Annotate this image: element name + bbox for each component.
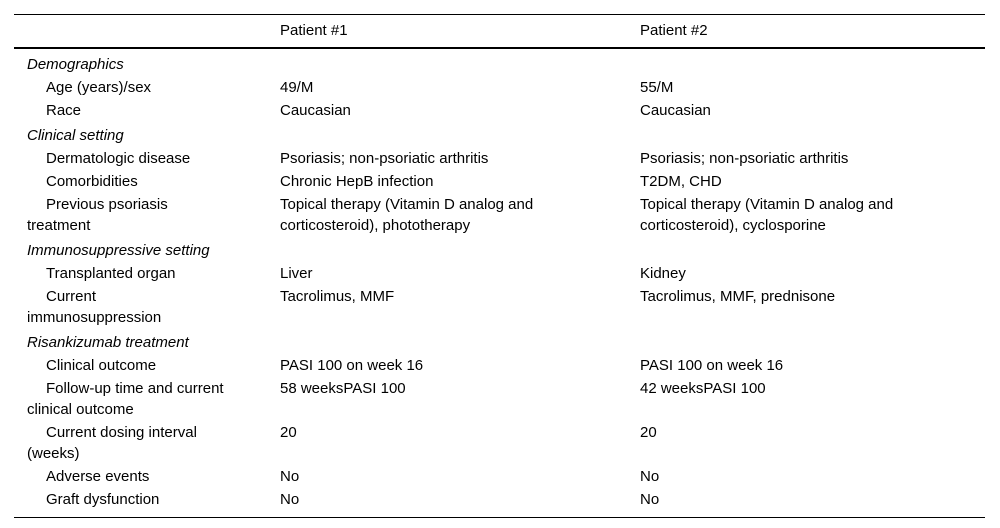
section-row: Demographics	[14, 48, 985, 76]
table-body: Demographics Age (years)/sex 49/M 55/M Race C…	[14, 48, 985, 518]
patient1-value: 20	[280, 424, 297, 441]
patient-comparison-table: Patient #1 Patient #2 Demographics Age (y…	[14, 14, 985, 518]
table-row: Comorbidities Chronic HepB infection T2DM,…	[14, 170, 985, 193]
patient2-value: Kidney	[640, 265, 686, 282]
row-label: Current dosing interval (weeks)	[27, 424, 197, 462]
table-row: Dermatologic disease Psoriasis; non-psori…	[14, 147, 985, 170]
section-row: Clinical setting	[14, 122, 985, 147]
row-label: Race	[46, 102, 82, 119]
section-row: Immunosuppressive setting	[14, 237, 985, 262]
patient1-value: Chronic HepB infection	[280, 173, 434, 190]
patient1-value: Topical therapy (Vitamin D analog and co…	[280, 196, 534, 234]
column-header-patient2: Patient #2	[640, 14, 985, 49]
table-row: Age (years)/sex 49/M 55/M	[14, 76, 985, 99]
patient2-value: No	[640, 468, 660, 485]
row-label: Transplanted organ	[46, 265, 176, 282]
table-row: Graft dysfunction No No	[14, 488, 985, 518]
column-header-empty	[14, 14, 280, 49]
row-label: Current immunosuppression	[27, 288, 162, 326]
row-label: Dermatologic disease	[46, 150, 191, 167]
patient2-value: Psoriasis; non-psoriatic arthritis	[640, 150, 849, 167]
section-label: Immunosuppressive setting	[27, 242, 210, 259]
patient1-value: PASI 100 on week 16	[280, 357, 424, 374]
table-row: Transplanted organ Liver Kidney	[14, 262, 985, 285]
patient1-value: 58 weeksPASI 100	[280, 380, 406, 397]
row-label: Previous psoriasis treatment	[27, 196, 168, 234]
patient2-value: No	[640, 491, 660, 508]
row-label: Age (years)/sex	[46, 79, 152, 96]
patient1-value: No	[280, 468, 300, 485]
row-label: Follow-up time and current clinical outc…	[27, 380, 224, 418]
patient1-value: No	[280, 491, 300, 508]
patient1-value: Psoriasis; non-psoriatic arthritis	[280, 150, 489, 167]
table-row: Current immunosuppression Tacrolimus, MMF…	[14, 285, 985, 329]
patient1-value: Caucasian	[280, 102, 351, 119]
patient2-value: PASI 100 on week 16	[640, 357, 784, 374]
section-label: Demographics	[27, 56, 124, 73]
header-row: Patient #1 Patient #2	[14, 14, 985, 49]
patient1-value: Liver	[280, 265, 313, 282]
table-row: Clinical outcome PASI 100 on week 16 PASI …	[14, 354, 985, 377]
section-row: Risankizumab treatment	[14, 329, 985, 354]
patient2-value: Topical therapy (Vitamin D analog and co…	[640, 196, 894, 234]
patient2-value: Caucasian	[640, 102, 711, 119]
row-label: Comorbidities	[46, 173, 138, 190]
table-row: Current dosing interval (weeks) 20 20	[14, 421, 985, 465]
patient2-value: T2DM, CHD	[640, 173, 722, 190]
row-label: Graft dysfunction	[46, 491, 160, 508]
patient2-value: 20	[640, 424, 657, 441]
section-label: Clinical setting	[27, 127, 124, 144]
table-row: Follow-up time and current clinical outc…	[14, 377, 985, 421]
row-label: Clinical outcome	[46, 357, 157, 374]
patient2-value: Tacrolimus, MMF, prednisone	[640, 288, 836, 305]
table-row: Race Caucasian Caucasian	[14, 99, 985, 122]
column-header-patient1: Patient #1	[280, 14, 640, 49]
table-row: Previous psoriasis treatment Topical ther…	[14, 193, 985, 237]
patient2-value: 42 weeksPASI 100	[640, 380, 766, 397]
patient2-value: 55/M	[640, 79, 674, 96]
section-label: Risankizumab treatment	[27, 334, 189, 351]
patient1-value: Tacrolimus, MMF	[280, 288, 395, 305]
table-header: Patient #1 Patient #2	[14, 14, 985, 49]
row-label: Adverse events	[46, 468, 150, 485]
patient1-value: 49/M	[280, 79, 314, 96]
table-row: Adverse events No No	[14, 465, 985, 488]
